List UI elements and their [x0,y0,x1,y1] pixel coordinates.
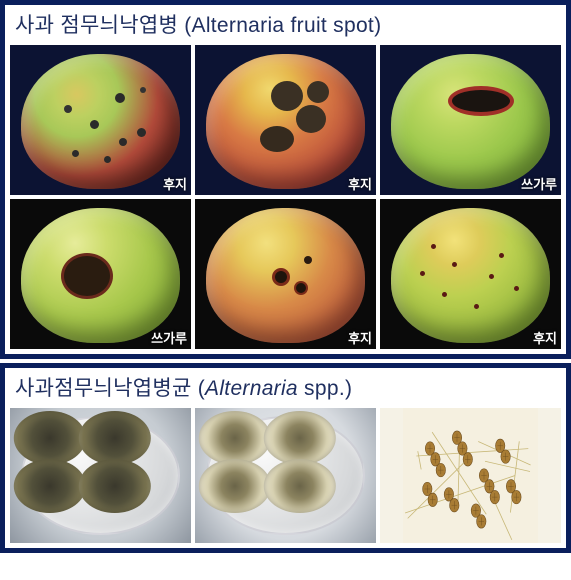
fruit-label: 후지 [348,174,372,193]
fungal-cell [380,408,561,543]
apple-illustration [206,54,365,189]
fruit-label: 후지 [533,328,557,347]
fruit-label: 쓰가루 [151,328,187,347]
fungal-colony [14,411,86,465]
fungal-colony [199,411,271,465]
fungal-colony [14,459,86,513]
fungal-cell [195,408,376,543]
lesion-spot [64,256,110,296]
apple-illustration [391,54,550,189]
fruit-cell: 쓰가루 [10,199,191,349]
apple-illustration [391,208,550,343]
lesion-spot [304,256,312,264]
panel2-title-en: (Alternaria spp.) [198,377,353,400]
fungal-colony [79,459,151,513]
panel1-title-en: (Alternaria fruit spot) [184,14,381,37]
fruit-cell: 후지 [10,45,191,195]
panel2-title-kr: 사과점무늬낙엽병균 [15,377,192,400]
panel-fruit-spot: 사과 점무늬낙엽병 (Alternaria fruit spot) 후지후지쓰가… [0,0,571,359]
fruit-grid: 후지후지쓰가루쓰가루후지후지 [5,45,566,354]
spore-micrograph [380,408,561,543]
lesion-spot [420,271,425,276]
panel1-title: 사과 점무늬낙엽병 (Alternaria fruit spot) [5,5,566,45]
apple-illustration [21,54,180,189]
lesion-spot [90,120,99,129]
fungal-colony [79,411,151,465]
lesion-spot [275,271,287,283]
fungal-grid [5,408,566,548]
panel-fungus: 사과점무늬낙엽병균 (Alternaria spp.) [0,363,571,553]
lesion-spot [115,93,125,103]
lesion-spot [489,274,494,279]
lesion-spot [137,128,146,137]
fruit-label: 후지 [348,328,372,347]
fungal-cell [10,408,191,543]
lesion-spot [271,81,303,111]
fruit-cell: 쓰가루 [380,45,561,195]
lesion-spot [431,244,436,249]
fruit-label: 쓰가루 [521,174,557,193]
lesion-spot [452,90,510,112]
lesion-spot [514,286,519,291]
fungal-colony [264,411,336,465]
lesion-spot [260,126,294,152]
lesion-spot [72,150,79,157]
fungal-colony [264,459,336,513]
fungal-colony [199,459,271,513]
fruit-cell: 후지 [195,45,376,195]
panel1-title-kr: 사과 점무늬낙엽병 [15,14,178,37]
panel2-title: 사과점무늬낙엽병균 (Alternaria spp.) [5,368,566,408]
fruit-cell: 후지 [195,199,376,349]
fruit-label: 후지 [163,174,187,193]
lesion-spot [119,138,127,146]
lesion-spot [442,292,447,297]
fruit-cell: 후지 [380,199,561,349]
